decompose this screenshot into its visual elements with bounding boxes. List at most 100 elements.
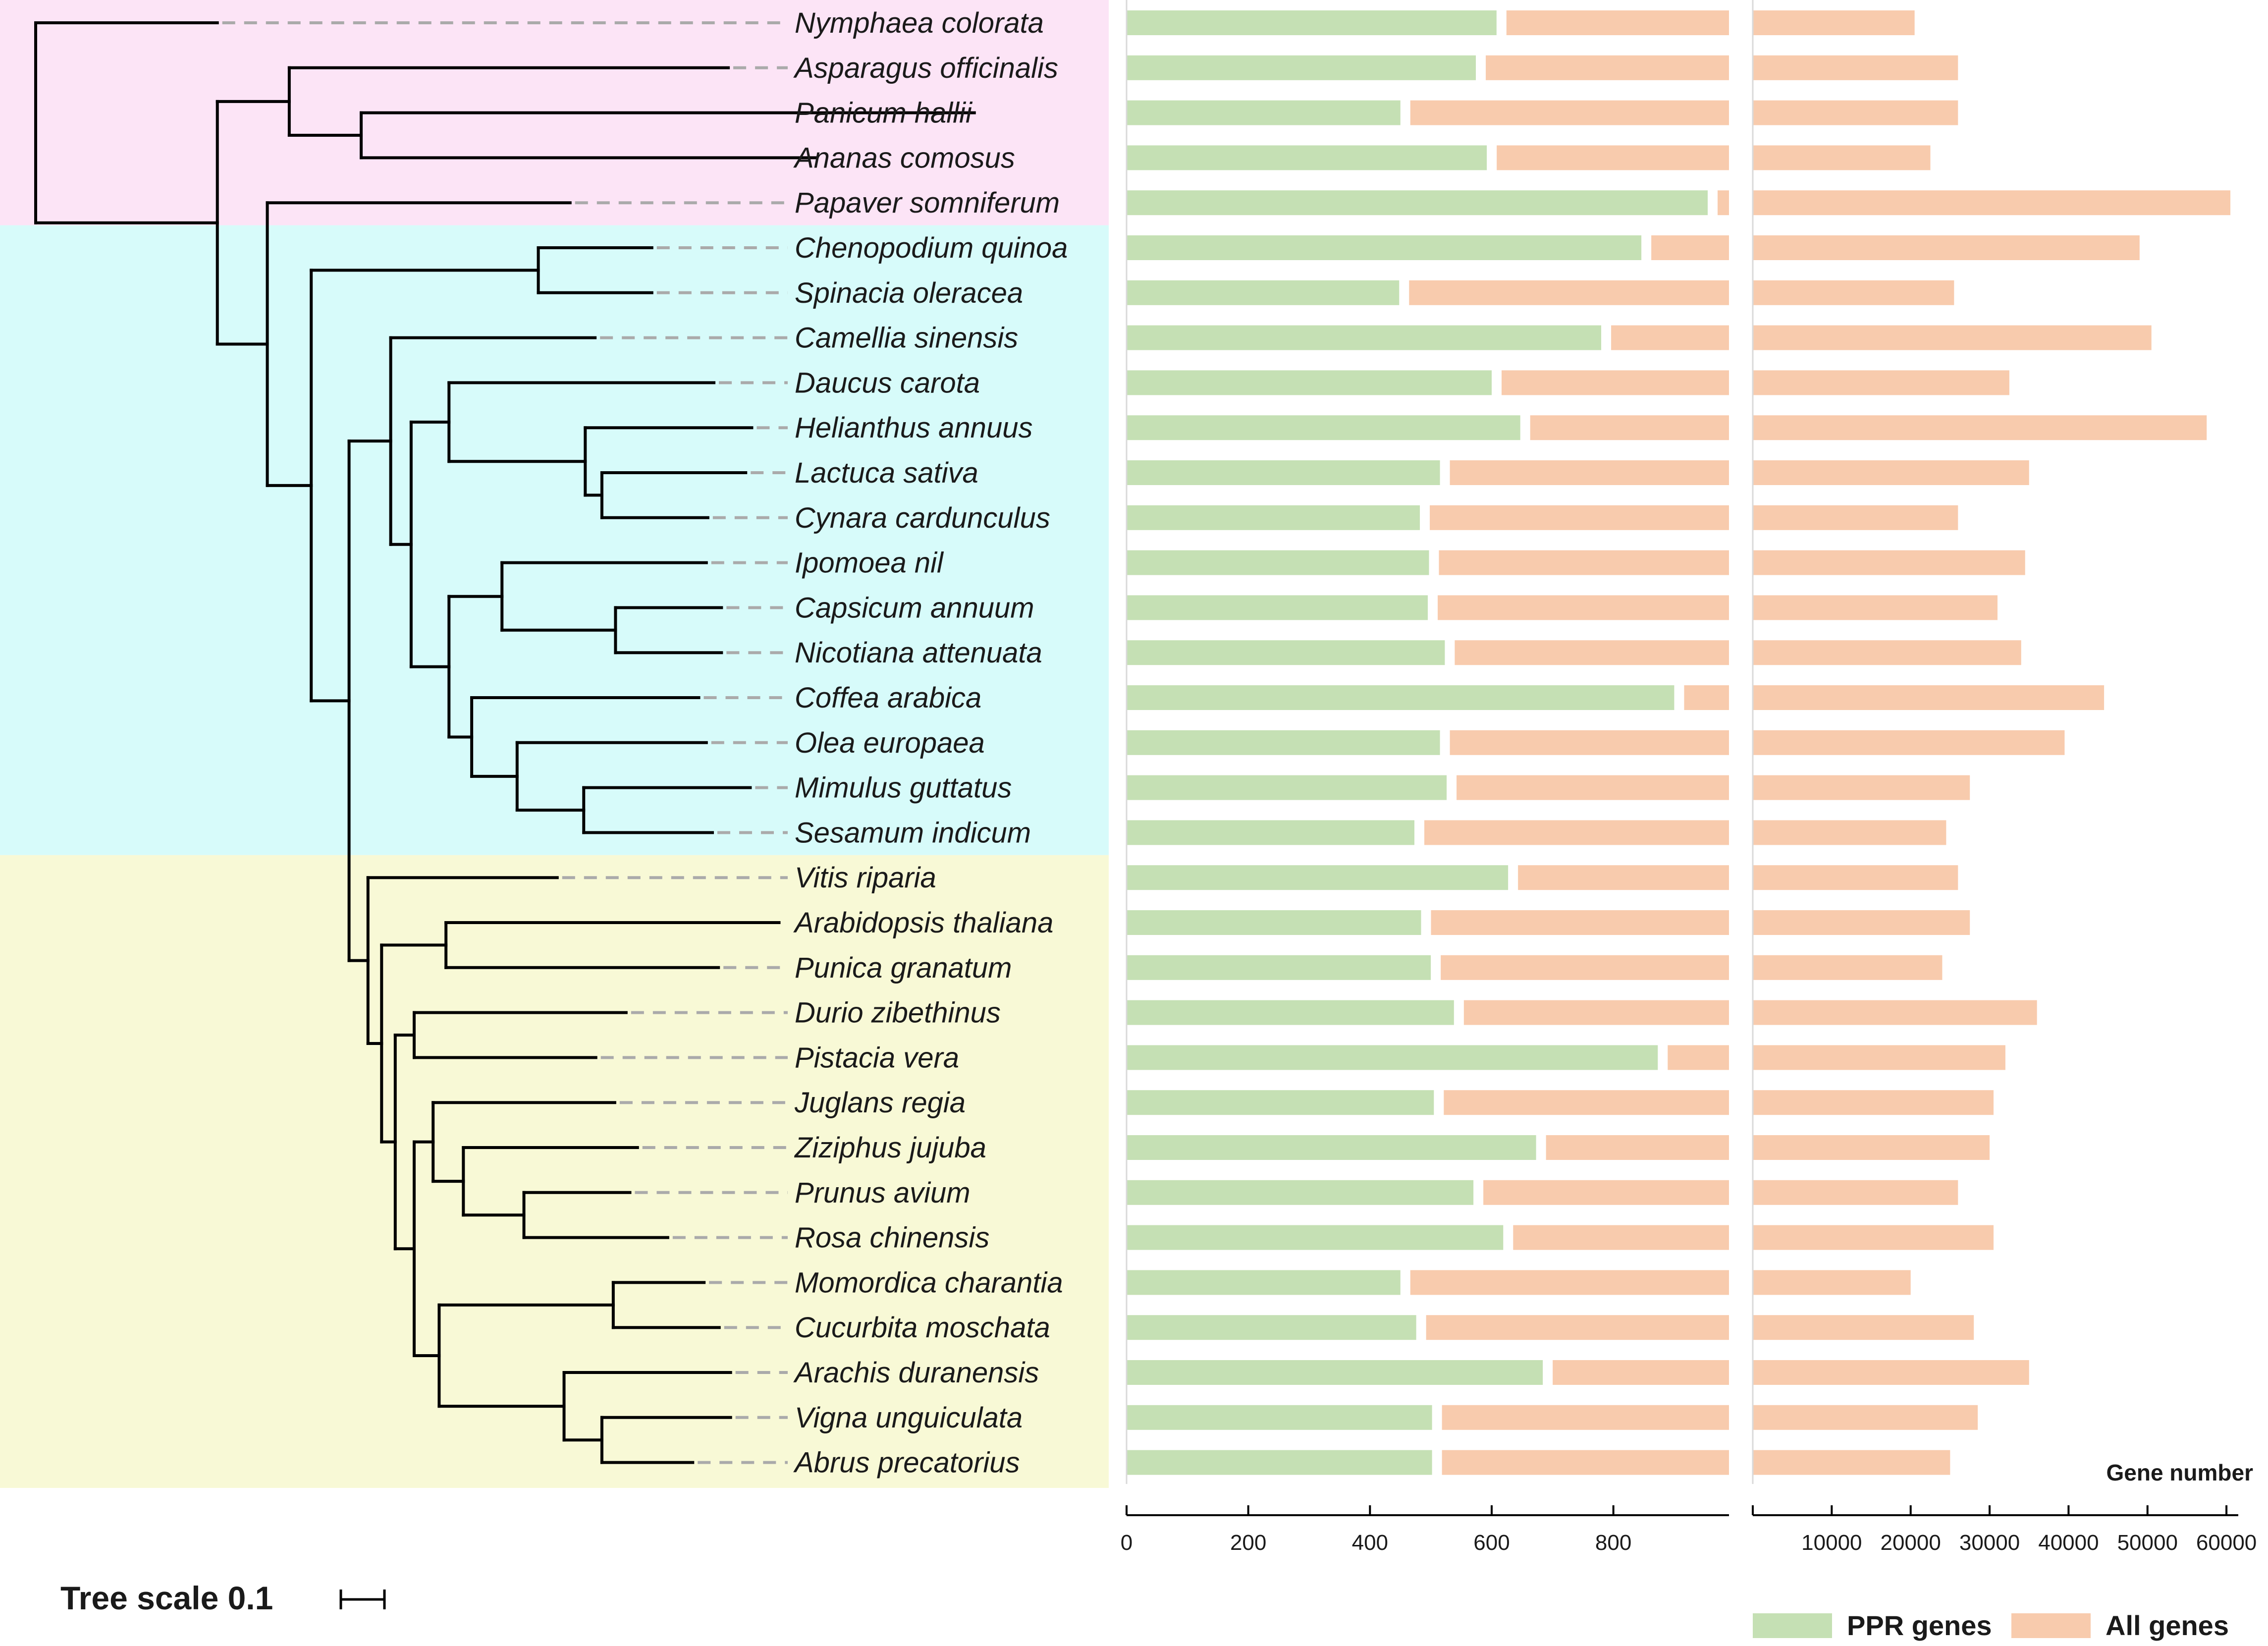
all-genes-bar-durio-zibethinus: [1753, 1000, 2037, 1025]
species-label-camellia-sinensis: Camellia sinensis: [795, 322, 1018, 354]
species-label-pistacia-vera: Pistacia vera: [795, 1042, 959, 1074]
ppr-bar-punica-granatum: [1127, 955, 1431, 980]
ppr-bar-helianthus-annuus: [1127, 415, 1520, 440]
species-label-capsicum-annuum: Capsicum annuum: [795, 592, 1034, 624]
all-genes-bar-ziziphus-jujuba: [1753, 1135, 1990, 1160]
ppr-panel-remainder-arachis-duranensis: [1553, 1360, 1729, 1385]
species-labels: Nymphaea colorata Asparagus officinalis Pa…: [793, 7, 1068, 1479]
ppr-bar-vitis-riparia: [1127, 865, 1509, 890]
ppr-panel-remainder-papaver-somniferum: [1718, 190, 1729, 216]
ppr-panel-remainder-coffea-arabica: [1684, 685, 1729, 710]
leaf-guide-lines: [222, 21, 788, 1464]
ppr-bar-papaver-somniferum: [1127, 190, 1708, 216]
species-label-coffea-arabica: Coffea arabica: [795, 682, 981, 714]
all-genes-tick-label-50000: 50000: [2117, 1531, 2178, 1555]
ppr-panel-remainder-mimulus-guttatus: [1457, 775, 1729, 800]
ppr-bar-arachis-duranensis: [1127, 1360, 1543, 1385]
legend: PPR genes All genes: [1753, 1610, 2229, 1641]
all-genes-bar-panicum-hallii: [1753, 100, 1958, 125]
species-label-asparagus-officinalis: Asparagus officinalis: [793, 52, 1058, 84]
ppr-tick-label-400: 400: [1352, 1531, 1388, 1555]
ppr-bar-daucus-carota: [1127, 370, 1492, 395]
species-label-prunus-avium: Prunus avium: [795, 1177, 971, 1209]
tree-scale: Tree scale 0.1: [60, 1580, 386, 1616]
all-genes-tick-label-30000: 30000: [1959, 1531, 2020, 1555]
all-genes-bar-vitis-riparia: [1753, 865, 1958, 890]
all-gene-bars: [1753, 10, 2231, 1475]
ppr-bar-capsicum-annuum: [1127, 595, 1428, 620]
ppr-bar-olea-europaea: [1127, 730, 1440, 755]
ppr-bar-abrus-precatorius: [1127, 1450, 1432, 1475]
ppr-panel-remainder-prunus-avium: [1483, 1180, 1729, 1205]
ppr-panel-remainder-nicotiana-attenuata: [1455, 640, 1729, 665]
all-genes-bar-momordica-charantia: [1753, 1270, 1911, 1295]
species-label-lactuca-sativa: Lactuca sativa: [795, 457, 978, 489]
species-label-sesamum-indicum: Sesamum indicum: [795, 817, 1031, 849]
all-genes-bar-arachis-duranensis: [1753, 1360, 2029, 1385]
all-genes-bar-papaver-somniferum: [1753, 190, 2231, 216]
all-genes-bar-pistacia-vera: [1753, 1045, 2005, 1070]
species-label-helianthus-annuus: Helianthus annuus: [795, 412, 1032, 444]
ppr-panel-remainder-durio-zibethinus: [1463, 1000, 1729, 1025]
species-label-rosa-chinensis: Rosa chinensis: [795, 1222, 989, 1254]
ppr-bar-camellia-sinensis: [1127, 325, 1602, 350]
species-label-vitis-riparia: Vitis riparia: [795, 862, 936, 894]
species-label-arabidopsis-thaliana: Arabidopsis thaliana: [793, 907, 1053, 939]
all-genes-bar-mimulus-guttatus: [1753, 775, 1970, 800]
ppr-tick-label-600: 600: [1473, 1531, 1510, 1555]
ppr-panel-remainder-cynara-cardunculus: [1430, 505, 1729, 530]
species-label-ananas-comosus: Ananas comosus: [793, 142, 1015, 174]
all-genes-bar-arabidopsis-thaliana: [1753, 910, 1970, 935]
ppr-bar-ziziphus-jujuba: [1127, 1135, 1536, 1160]
ppr-panel-remainder-punica-granatum: [1441, 955, 1729, 980]
clade-band-clade-2: [0, 225, 1109, 855]
all-genes-bar-sesamum-indicum: [1753, 820, 1946, 845]
x-axis-label: Gene number: [2106, 1460, 2253, 1485]
all-genes-bar-rosa-chinensis: [1753, 1225, 1994, 1250]
species-label-olea-europaea: Olea europaea: [795, 727, 985, 759]
species-label-cynara-cardunculus: Cynara cardunculus: [795, 502, 1050, 534]
all-genes-tick-label-60000: 60000: [2196, 1531, 2257, 1555]
species-label-punica-granatum: Punica granatum: [795, 952, 1012, 984]
species-label-papaver-somniferum: Papaver somniferum: [795, 187, 1060, 219]
ppr-bar-vigna-unguiculata: [1127, 1405, 1432, 1430]
species-label-nymphaea-colorata: Nymphaea colorata: [795, 7, 1044, 39]
ppr-panel-remainder-camellia-sinensis: [1611, 325, 1729, 350]
ppr-bar-arabidopsis-thaliana: [1127, 910, 1421, 935]
species-label-chenopodium-quinoa: Chenopodium quinoa: [795, 232, 1068, 264]
ppr-bar-sesamum-indicum: [1127, 820, 1414, 845]
ppr-bar-pistacia-vera: [1127, 1045, 1658, 1070]
ppr-tick-label-0: 0: [1121, 1531, 1133, 1555]
ppr-bar-momordica-charantia: [1127, 1270, 1401, 1295]
ppr-panel-remainder-asparagus-officinalis: [1486, 55, 1729, 80]
all-genes-bar-juglans-regia: [1753, 1090, 1994, 1115]
all-genes-bar-asparagus-officinalis: [1753, 55, 1958, 80]
ppr-bar-juglans-regia: [1127, 1090, 1434, 1115]
ppr-panel-remainder-abrus-precatorius: [1442, 1450, 1729, 1475]
all-genes-bar-nicotiana-attenuata: [1753, 640, 2021, 665]
ppr-bar-chenopodium-quinoa: [1127, 235, 1642, 260]
phylogenetic-tree: [34, 21, 976, 1464]
legend-label-all-genes: All genes: [2106, 1610, 2229, 1641]
all-genes-bar-prunus-avium: [1753, 1180, 1958, 1205]
species-label-mimulus-guttatus: Mimulus guttatus: [795, 772, 1012, 804]
species-label-daucus-carota: Daucus carota: [795, 367, 980, 399]
species-label-nicotiana-attenuata: Nicotiana attenuata: [795, 637, 1042, 669]
ppr-bar-cucurbita-moschata: [1127, 1315, 1416, 1340]
species-label-ipomoea-nil: Ipomoea nil: [795, 547, 944, 579]
ppr-panel-remainder-capsicum-annuum: [1438, 595, 1729, 620]
species-label-panicum-hallii: Panicum hallii: [795, 97, 973, 129]
ppr-panel-remainder-momordica-charantia: [1410, 1270, 1729, 1295]
ppr-bar-prunus-avium: [1127, 1180, 1474, 1205]
ppr-gene-bars: [1127, 10, 1729, 1475]
all-genes-bar-ipomoea-nil: [1753, 550, 2025, 575]
species-label-momordica-charantia: Momordica charantia: [795, 1266, 1063, 1299]
all-genes-bar-cynara-cardunculus: [1753, 505, 1958, 530]
all-genes-bar-punica-granatum: [1753, 955, 1943, 980]
ppr-tick-label-800: 800: [1595, 1531, 1631, 1555]
species-label-spinacia-oleracea: Spinacia oleracea: [795, 277, 1023, 309]
species-label-arachis-duranensis: Arachis duranensis: [793, 1357, 1039, 1389]
all-genes-bar-daucus-carota: [1753, 370, 2009, 395]
all-genes-bar-spinacia-oleracea: [1753, 280, 1954, 305]
